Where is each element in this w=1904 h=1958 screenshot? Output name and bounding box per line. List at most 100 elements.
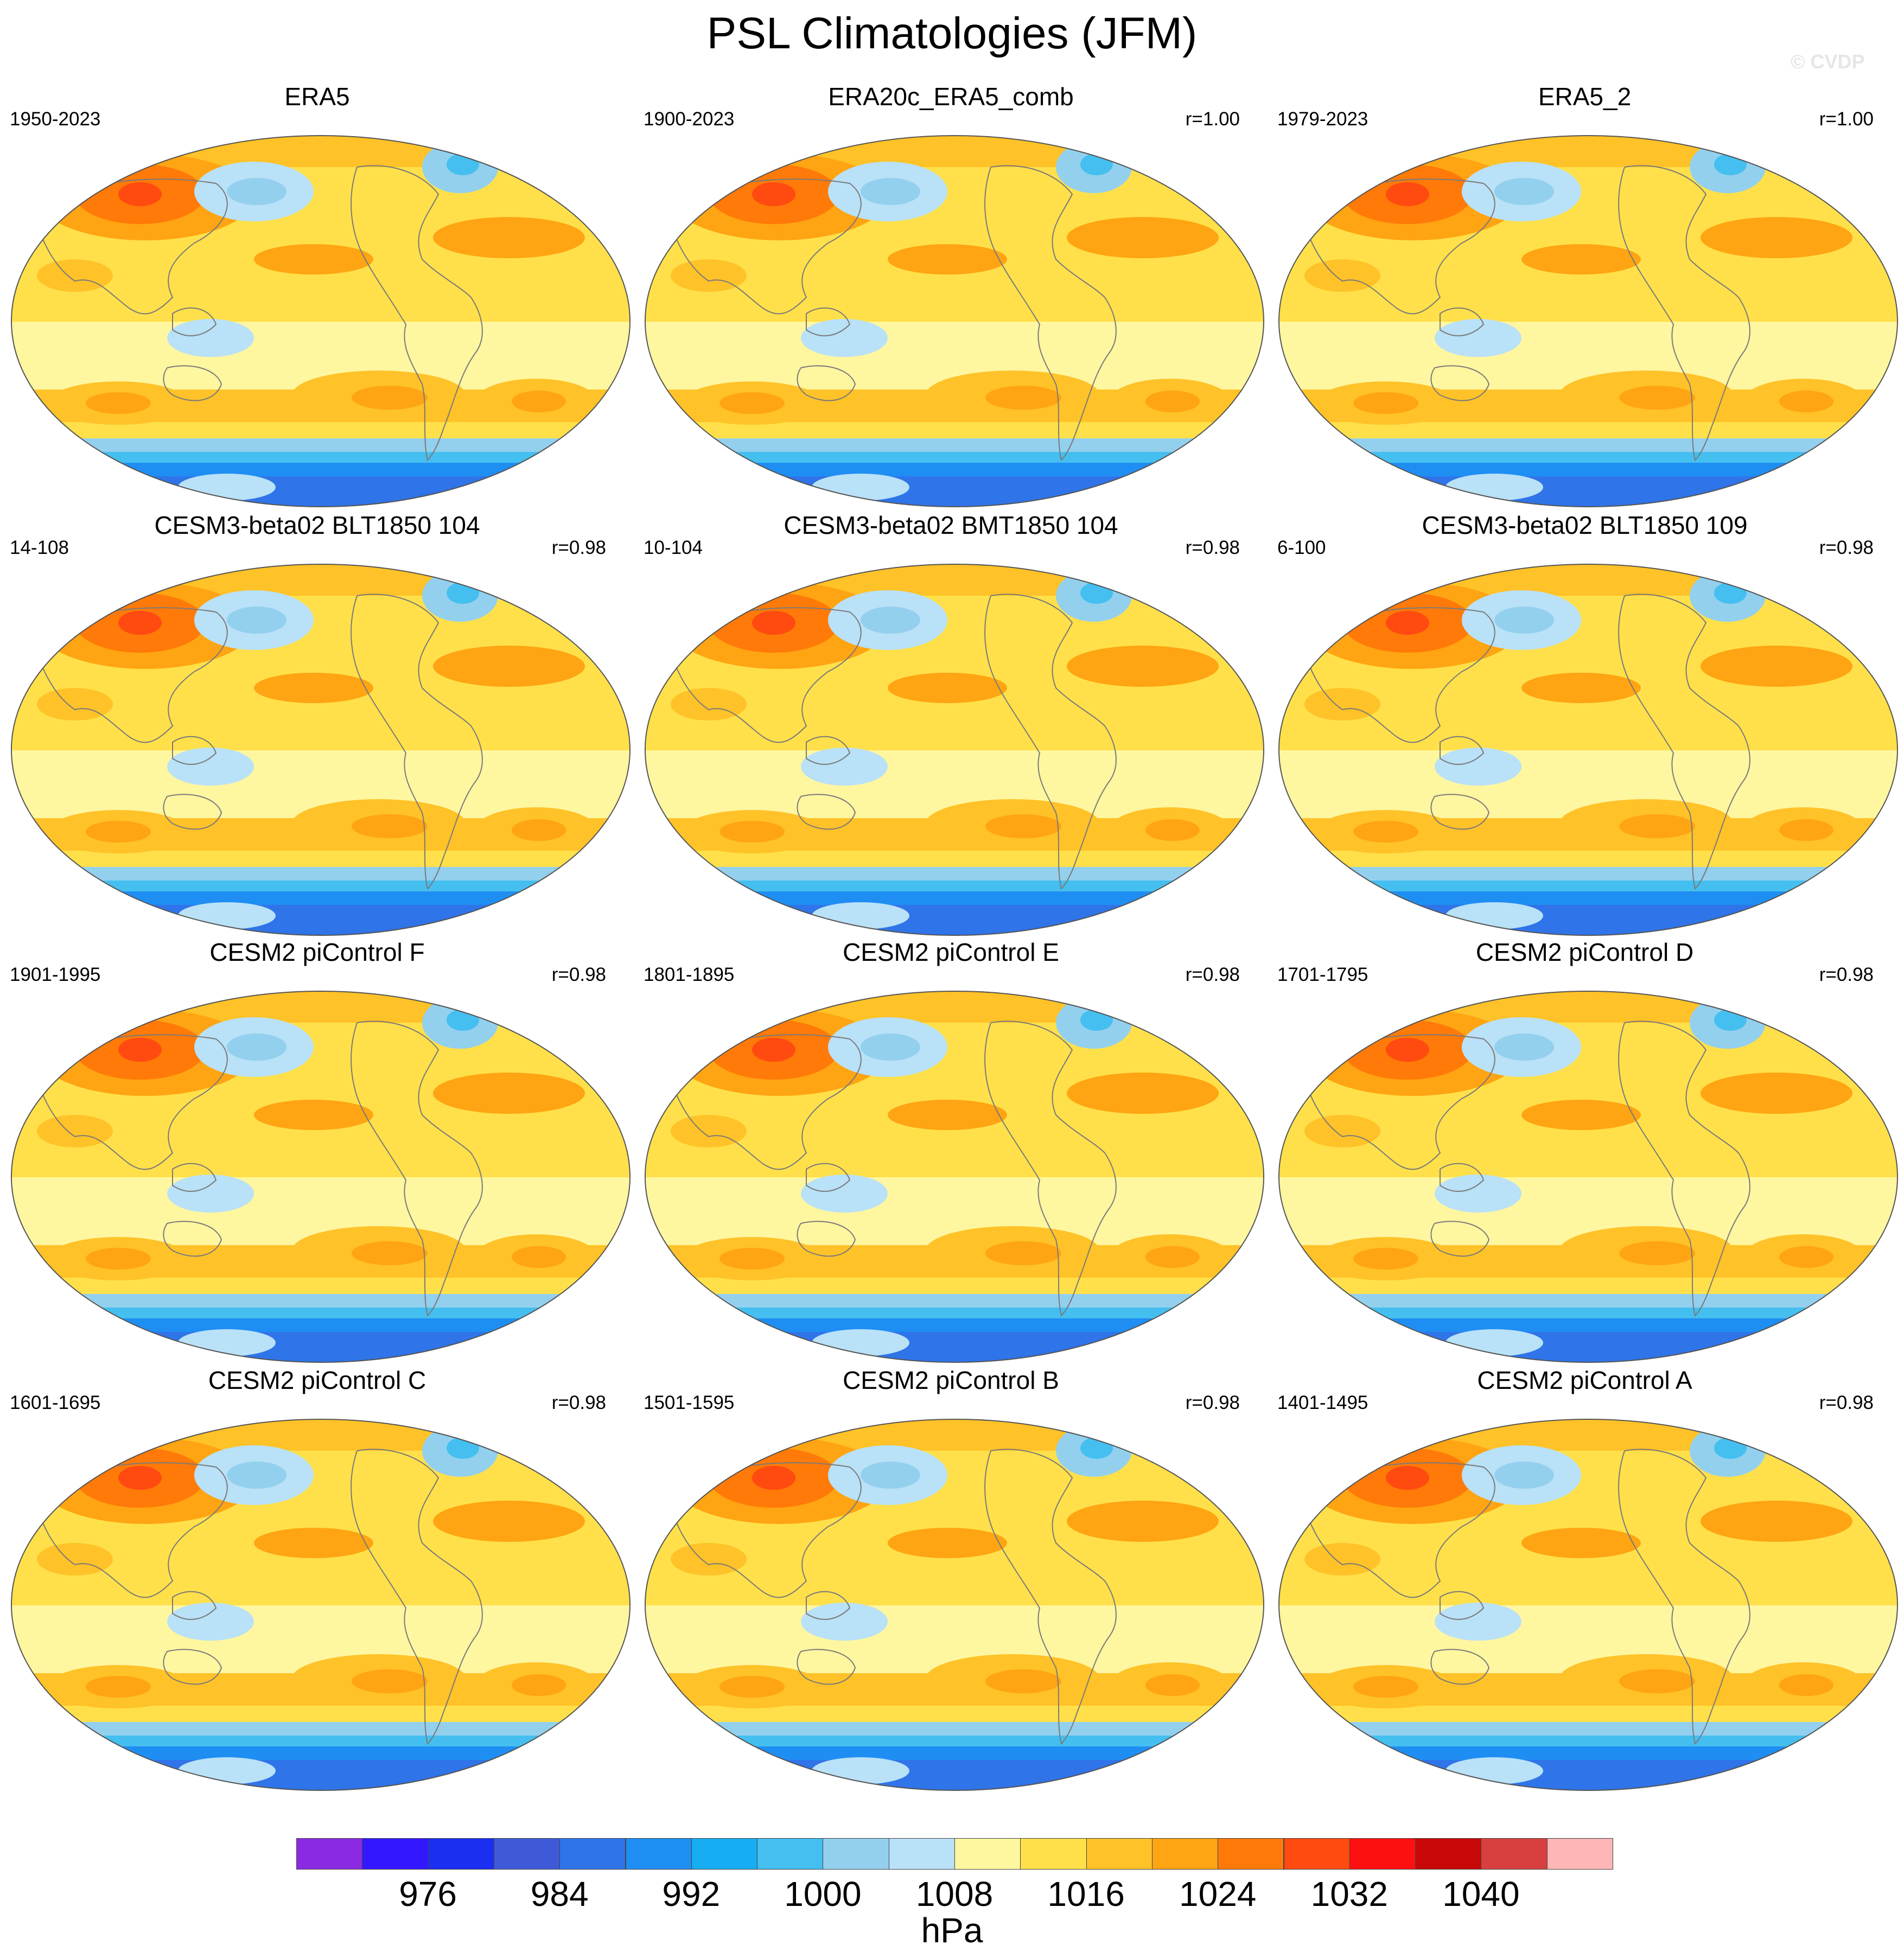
aleutian-low-core — [227, 607, 286, 634]
azores-high — [433, 1501, 585, 1542]
latitude-band — [11, 1746, 630, 1760]
siberian-high-max — [752, 1466, 795, 1490]
latitude-band — [645, 867, 1264, 881]
latitude-band — [645, 476, 1264, 507]
latitude-band — [1279, 1706, 1897, 1722]
map-container — [10, 990, 632, 1363]
panel-pattern-correlation: r=0.98 — [1819, 964, 1874, 985]
panel-years: 1801-1895 — [644, 964, 735, 985]
antarctic-trough — [493, 1769, 558, 1784]
pacific-high — [1521, 1100, 1641, 1130]
coastline — [806, 307, 851, 336]
azores-high — [1701, 646, 1852, 687]
latitude-band — [645, 1746, 1264, 1760]
maritime-low — [167, 1175, 254, 1213]
map-panel: ERA20c_ERA5_comb 1900-2023 r=1.00 — [634, 81, 1268, 510]
map-panel: CESM3-beta02 BMT1850 104 10-104 r=0.98 — [634, 510, 1268, 939]
latitude-band — [11, 1736, 630, 1746]
maritime-low — [1435, 319, 1521, 357]
coastline — [1430, 1649, 1490, 1685]
antarctic-trough — [1126, 1341, 1192, 1356]
colorbar-tick-label: 1008 — [915, 1874, 994, 1914]
aleutian-low-core — [1494, 178, 1554, 205]
antarctic-trough — [1760, 485, 1825, 500]
panel-pattern-correlation: r=0.98 — [1185, 1392, 1240, 1413]
south-atlantic-high-core — [1145, 1246, 1200, 1268]
latitude-band — [1279, 905, 1897, 935]
map-border — [645, 1419, 1264, 1791]
latitude-band — [11, 463, 630, 476]
azores-high — [1701, 1501, 1852, 1542]
latitude-band — [645, 881, 1264, 891]
map-border — [11, 1419, 631, 1791]
map-container — [644, 990, 1265, 1363]
coastline — [351, 1449, 483, 1745]
panel-title: CESM2 piControl A — [1477, 1366, 1692, 1394]
indian-ocean-high-core — [1353, 1248, 1418, 1270]
aleutian-low-core — [1494, 607, 1554, 634]
antarctic-ridge — [1445, 1329, 1543, 1356]
antarctic-ridge — [178, 1757, 276, 1784]
antarctic-trough — [493, 914, 558, 929]
panel-title: CESM3-beta02 BMT1850 104 — [784, 511, 1118, 539]
latitude-band — [1279, 851, 1897, 867]
psl-map — [1278, 1419, 1898, 1791]
azores-high — [433, 1073, 585, 1114]
south-pacific-high-core — [1619, 1669, 1695, 1693]
panel-years: 1950-2023 — [10, 109, 101, 130]
credit-watermark: © CVDP — [1791, 50, 1865, 73]
coastline — [1618, 165, 1750, 461]
coastline — [665, 178, 862, 315]
psl-field — [11, 1419, 630, 1790]
latitude-band — [1279, 1278, 1897, 1294]
panel-years: 1979-2023 — [1277, 109, 1368, 130]
psl-map — [1278, 135, 1898, 507]
pacific-high — [254, 673, 373, 703]
arabian-high — [1304, 688, 1380, 720]
colorbar-tick-label: 1016 — [1047, 1874, 1125, 1914]
siberian-high-max — [118, 1466, 162, 1490]
coastline — [797, 1221, 856, 1257]
antarctic-trough — [493, 1341, 558, 1356]
aleutian-low-core — [227, 1034, 286, 1061]
map-border — [11, 991, 631, 1363]
south-pacific-high-core — [352, 1669, 428, 1693]
antarctic-ridge — [812, 1757, 909, 1784]
latitude-band — [1279, 476, 1897, 507]
latitude-band — [11, 452, 630, 463]
coastline — [1440, 736, 1485, 765]
south-pacific-high-core — [1619, 1241, 1695, 1265]
coastline — [1440, 1591, 1485, 1620]
map-panel: CESM2 piControl F 1901-1995 r=0.98 — [0, 937, 634, 1366]
psl-map — [645, 135, 1264, 507]
colorbar-swatch — [493, 1838, 561, 1870]
coastline — [1430, 1221, 1490, 1257]
siberian-high-max — [1386, 611, 1429, 635]
coastline — [172, 736, 217, 765]
azores-high — [1701, 217, 1852, 258]
colorbar-swatch — [954, 1838, 1021, 1870]
south-atlantic-high-core — [1145, 391, 1200, 412]
arabian-high — [37, 1115, 113, 1147]
latitude-band — [645, 452, 1264, 463]
siberian-high-max — [118, 611, 162, 635]
panel-title: ERA5 — [284, 82, 350, 111]
latitude-band — [11, 438, 630, 452]
psl-field — [1279, 1419, 1897, 1790]
arabian-high — [37, 1543, 113, 1576]
arabian-high — [671, 1115, 747, 1147]
arabian-high — [37, 259, 113, 292]
latitude-band — [11, 564, 630, 596]
psl-field — [11, 564, 630, 935]
azores-high — [1067, 217, 1219, 258]
indian-ocean-high-core — [86, 392, 151, 414]
coastline — [665, 607, 862, 743]
latitude-band — [11, 851, 630, 867]
coastline — [172, 1163, 217, 1192]
colorbar-swatch — [1151, 1838, 1219, 1870]
panel-years: 1501-1595 — [644, 1392, 735, 1413]
coastline — [1298, 607, 1495, 743]
coastline — [1618, 594, 1750, 890]
psl-field — [645, 1419, 1264, 1790]
coastline — [984, 1449, 1117, 1745]
